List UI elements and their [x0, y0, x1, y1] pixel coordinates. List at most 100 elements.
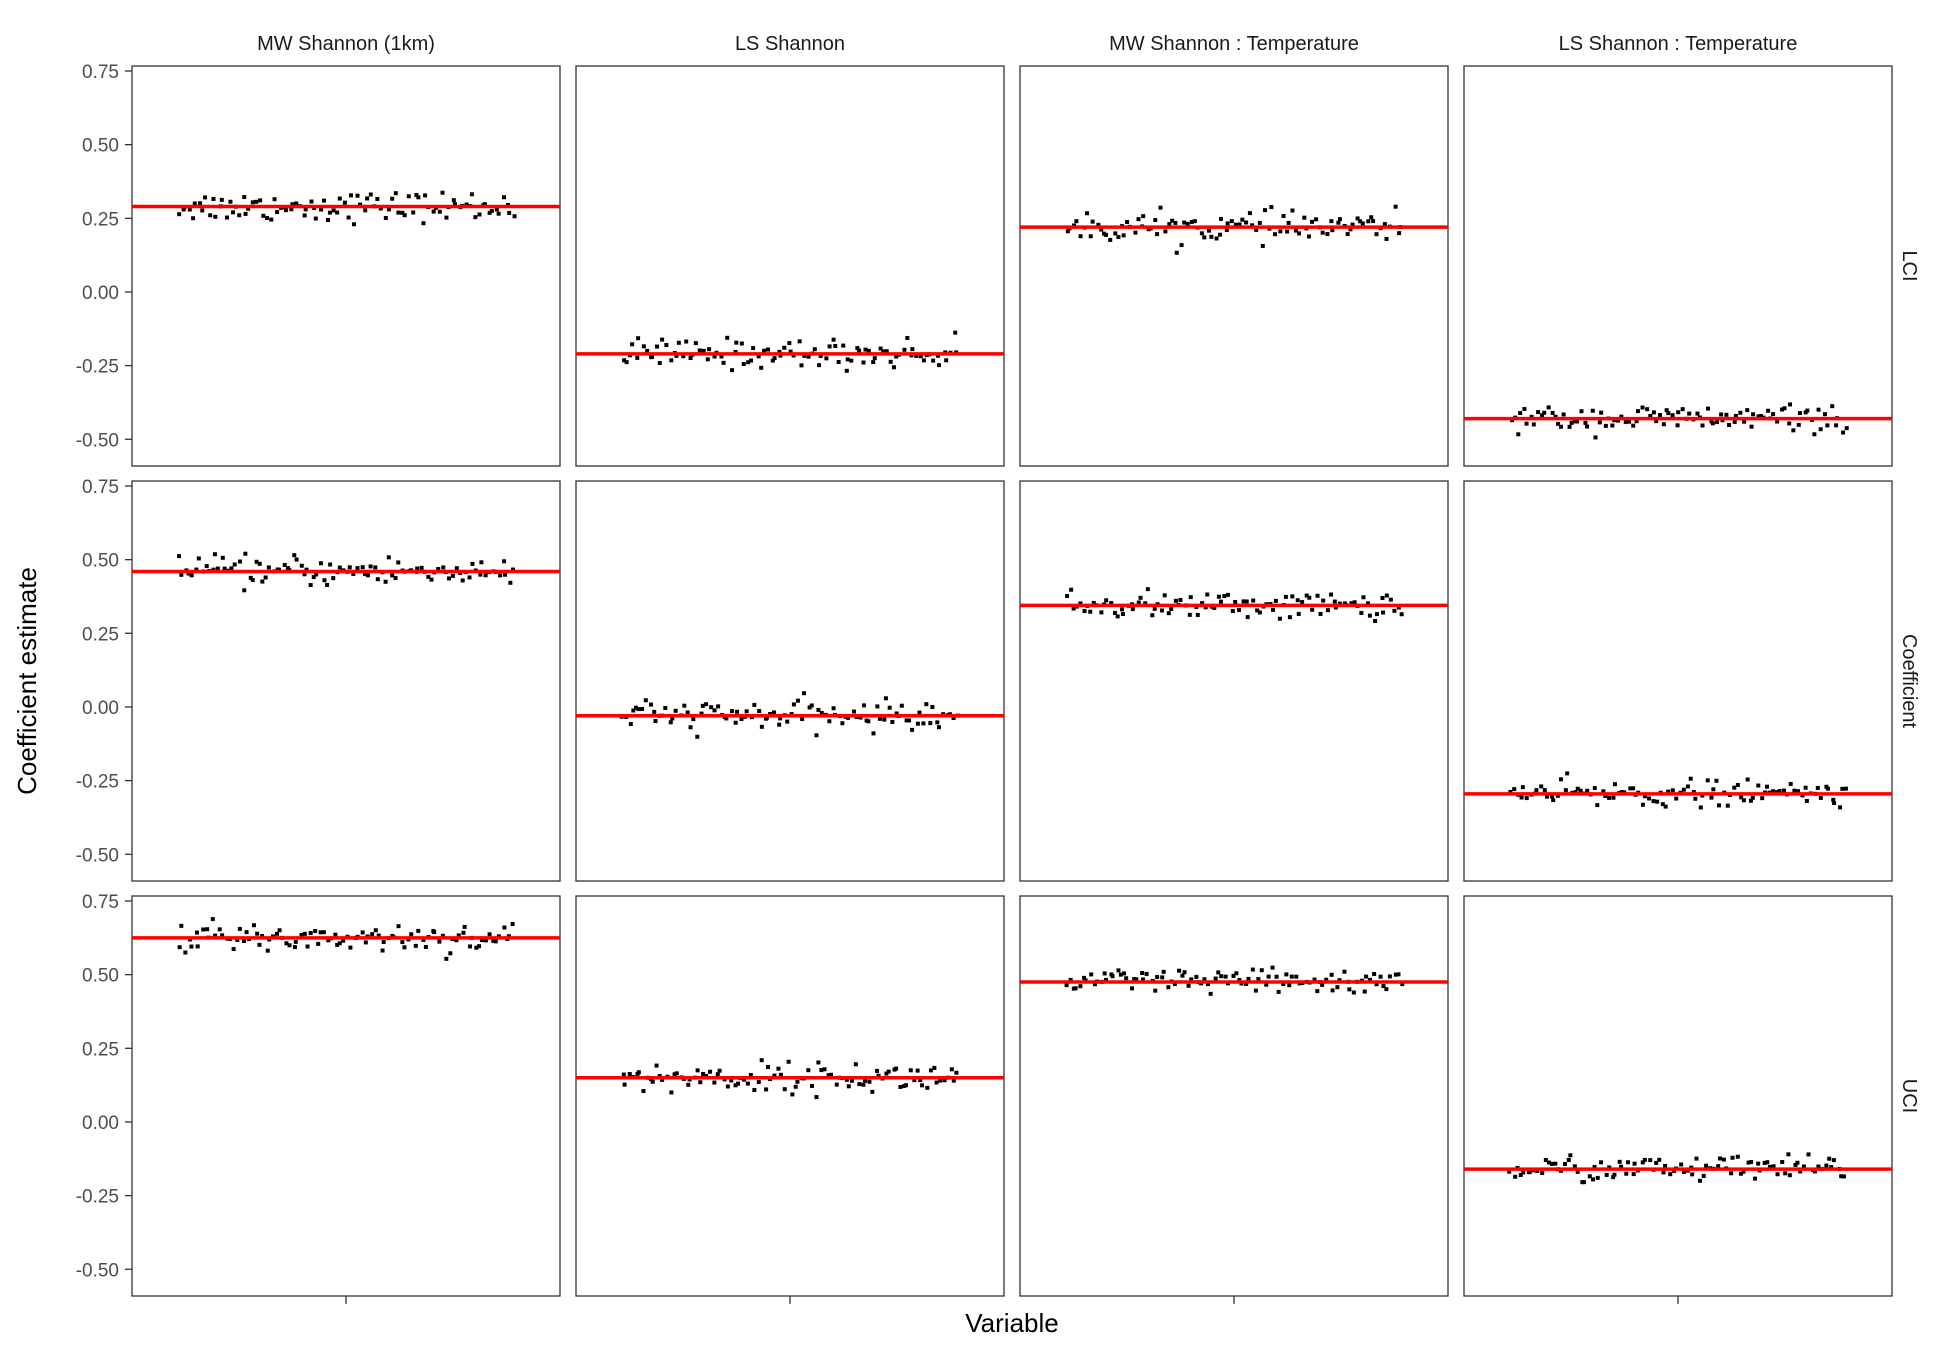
data-point: [797, 339, 802, 344]
data-point: [1777, 789, 1782, 794]
data-point: [622, 358, 627, 363]
data-point: [1071, 606, 1076, 611]
data-point: [1640, 1160, 1645, 1165]
data-point: [211, 567, 216, 572]
data-point: [871, 731, 876, 736]
data-point: [1822, 412, 1827, 417]
data-point: [1661, 1170, 1666, 1175]
data-point: [636, 336, 641, 341]
y-tick-label: -0.50: [76, 845, 119, 866]
data-point: [861, 360, 866, 365]
data-point: [304, 567, 309, 572]
panel-border: [575, 65, 1005, 467]
data-point: [724, 716, 729, 721]
data-point: [1088, 609, 1093, 614]
data-point: [1371, 219, 1376, 224]
data-point: [1091, 600, 1096, 605]
data-point: [1611, 795, 1616, 800]
data-point: [1551, 798, 1556, 803]
data-point: [1259, 968, 1264, 973]
data-point: [257, 942, 262, 947]
data-point: [1695, 411, 1700, 416]
data-point: [884, 1071, 889, 1076]
data-point: [756, 1079, 761, 1084]
data-point: [1277, 616, 1282, 621]
data-point: [510, 922, 515, 927]
data-point: [1173, 598, 1178, 603]
data-point: [1748, 798, 1753, 803]
data-point: [237, 926, 242, 931]
data-point: [819, 1068, 824, 1073]
data-point: [441, 565, 446, 570]
data-point: [501, 195, 506, 200]
data-point: [660, 337, 665, 342]
data-point: [1329, 972, 1334, 977]
data-point: [363, 572, 368, 577]
data-point: [292, 553, 297, 558]
data-point: [1287, 615, 1292, 620]
data-point: [211, 197, 216, 202]
data-point: [1212, 605, 1217, 610]
data-point: [1733, 413, 1738, 418]
data-point: [219, 197, 224, 202]
data-point: [745, 1081, 750, 1086]
data-point: [1572, 419, 1577, 424]
data-point: [757, 709, 762, 714]
data-point: [778, 716, 783, 721]
data-point: [1666, 411, 1671, 416]
data-point: [1330, 228, 1335, 233]
data-point: [1369, 215, 1374, 220]
data-point: [393, 191, 398, 196]
data-point: [1216, 970, 1221, 975]
data-point: [1152, 606, 1157, 611]
data-point: [1758, 414, 1763, 419]
data-point: [1746, 1160, 1751, 1165]
y-tick-label: 0.00: [82, 698, 119, 719]
data-point: [194, 930, 199, 935]
data-point: [1841, 1174, 1846, 1179]
data-point: [231, 947, 236, 952]
data-point: [741, 362, 746, 367]
data-point: [1290, 208, 1295, 213]
data-point: [917, 710, 922, 715]
data-point: [636, 707, 641, 712]
data-point: [1611, 1175, 1616, 1180]
data-point: [739, 716, 744, 721]
data-point: [1585, 424, 1590, 429]
data-point: [725, 1084, 730, 1089]
data-point: [1741, 798, 1746, 803]
data-point: [1796, 422, 1801, 427]
data-point: [670, 716, 675, 721]
data-point: [1155, 975, 1160, 980]
data-point: [910, 347, 915, 352]
data-point: [1188, 595, 1193, 600]
data-point: [772, 1073, 777, 1078]
data-point: [1666, 789, 1671, 794]
data-point: [487, 210, 492, 215]
data-point: [235, 937, 240, 942]
data-point: [914, 353, 919, 358]
data-point: [764, 1087, 769, 1092]
data-point: [806, 1068, 811, 1073]
data-point: [409, 932, 414, 937]
data-point: [654, 344, 659, 349]
data-point: [440, 933, 445, 938]
facet-panel: [1019, 895, 1449, 1297]
data-point: [1657, 1157, 1662, 1162]
data-point: [1631, 1172, 1636, 1177]
data-point: [1179, 243, 1184, 248]
data-point: [1575, 1169, 1580, 1174]
data-point: [1262, 208, 1267, 213]
y-tick-label: -0.50: [76, 430, 119, 451]
data-point: [1281, 214, 1286, 219]
data-point: [1595, 803, 1600, 808]
data-point: [641, 1089, 646, 1094]
data-point: [1099, 227, 1104, 232]
data-point: [347, 565, 352, 570]
y-tick-label: 0.25: [82, 624, 119, 645]
data-point: [669, 358, 674, 363]
data-point: [316, 941, 321, 946]
data-point: [1170, 218, 1175, 223]
data-point: [429, 577, 434, 582]
data-point: [1085, 211, 1090, 216]
